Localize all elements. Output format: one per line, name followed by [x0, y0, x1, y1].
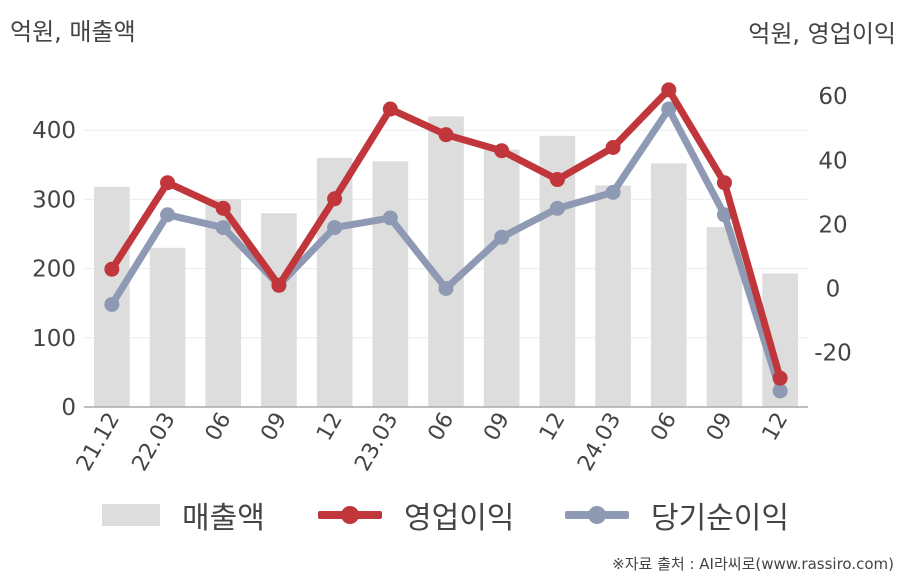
- point-net-income: [327, 220, 343, 236]
- point-net-income: [605, 184, 621, 200]
- right-tick-label: -20: [814, 341, 852, 367]
- bar-revenue: [428, 116, 464, 408]
- x-tick-label: 06: [646, 409, 682, 446]
- legend-item-operating: 영업이익: [318, 490, 514, 540]
- left-axis-unit: 억원, 매출액: [10, 18, 136, 46]
- x-tick-label: 06: [201, 409, 237, 446]
- point-net-income: [438, 280, 454, 296]
- right-tick-label: 40: [818, 148, 847, 174]
- x-tick-label: 06: [424, 409, 460, 446]
- right-tick-label: 60: [818, 84, 847, 110]
- bar-revenue: [483, 149, 520, 408]
- left-tick-label: 200: [32, 257, 76, 283]
- point-operating-income: [438, 127, 454, 143]
- x-tick-label: 12: [312, 409, 348, 446]
- right-axis-unit: 억원, 영업이익: [748, 20, 896, 48]
- point-net-income: [494, 229, 510, 245]
- point-operating-income: [215, 200, 231, 216]
- point-operating-income: [661, 82, 677, 98]
- bar-revenue: [650, 163, 687, 407]
- left-tick-label: 300: [32, 187, 76, 213]
- legend-swatch-net: [565, 504, 629, 526]
- point-net-income: [716, 207, 732, 223]
- right-tick-label: 0: [826, 276, 841, 302]
- left-tick-label: 400: [32, 118, 76, 144]
- point-net-income: [104, 296, 120, 312]
- point-operating-income: [382, 101, 398, 117]
- x-tick-label: 09: [702, 409, 738, 446]
- bar-revenue: [261, 213, 297, 407]
- point-operating-income: [772, 370, 788, 386]
- right-tick-label: 20: [818, 212, 847, 238]
- x-tick-label: 22.03: [128, 409, 181, 476]
- point-operating-income: [494, 143, 510, 159]
- x-tick-label: 12: [535, 409, 571, 446]
- source-credit: ※자료 출처 : AI라씨로(www.rassiro.com): [612, 555, 894, 573]
- point-net-income: [382, 210, 398, 226]
- bar-revenue: [94, 186, 130, 407]
- legend-item-revenue: 매출액: [102, 490, 265, 540]
- legend-item-net: 당기순이익: [565, 490, 789, 540]
- bar-revenue: [595, 185, 631, 407]
- x-tick-label: 21.12: [72, 409, 125, 476]
- point-net-income: [160, 207, 176, 223]
- point-net-income: [549, 200, 565, 216]
- left-tick-label: 100: [32, 326, 76, 352]
- point-net-income: [772, 383, 788, 399]
- point-operating-income: [104, 261, 120, 277]
- point-operating-income: [160, 175, 176, 191]
- point-net-income: [215, 220, 231, 236]
- point-operating-income: [327, 191, 343, 207]
- legend: 매출액 영업이익 당기순이익: [0, 490, 908, 540]
- x-tick-label: 09: [479, 409, 515, 446]
- bar-revenue: [149, 247, 186, 407]
- x-tick-label: 12: [758, 409, 794, 446]
- legend-swatch-revenue: [102, 504, 160, 526]
- x-tick-label: 23.03: [350, 409, 403, 476]
- x-tick-label: 09: [256, 409, 292, 446]
- left-tick-label: 0: [61, 395, 76, 421]
- point-operating-income: [549, 172, 565, 188]
- point-operating-income: [271, 277, 287, 293]
- legend-label-net: 당기순이익: [651, 501, 789, 536]
- point-operating-income: [605, 140, 621, 155]
- point-net-income: [661, 101, 677, 117]
- legend-label-operating: 영업이익: [404, 501, 515, 536]
- legend-swatch-operating: [318, 504, 382, 526]
- point-operating-income: [716, 175, 732, 191]
- x-tick-label: 24.03: [573, 409, 626, 476]
- bar-revenue: [372, 161, 409, 407]
- legend-label-revenue: 매출액: [182, 501, 265, 536]
